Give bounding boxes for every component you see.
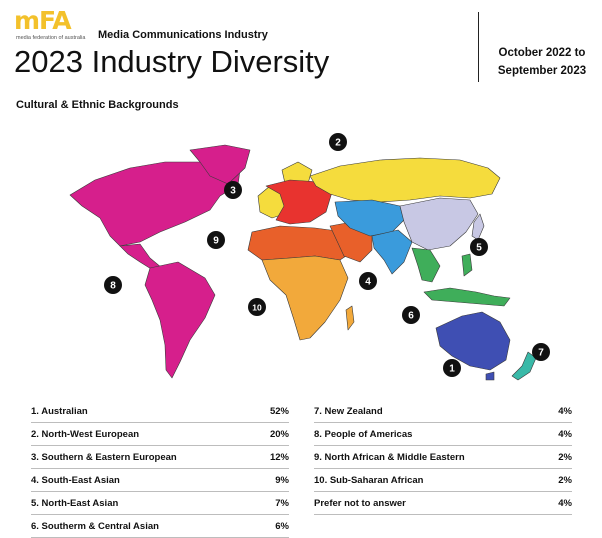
- row-value: 6%: [275, 520, 289, 532]
- region-southern-eastern-europe: [265, 179, 333, 225]
- map-marker-7: 7: [532, 343, 550, 361]
- marker-label: 5: [476, 243, 482, 254]
- logo-subtext: media federation of australia: [16, 35, 86, 41]
- legend-table-left: 1. Australian 52% 2. North-West European 20…: [31, 400, 289, 538]
- region-madagascar: [345, 305, 355, 331]
- row-value: 4%: [558, 405, 572, 417]
- map-markers: 1 2 3 4 5 6 7 8 9 10: [104, 133, 550, 377]
- region-greenland: [189, 144, 251, 185]
- row-label: 7. New Zealand: [314, 405, 383, 417]
- row-value: 2%: [558, 451, 572, 463]
- row-value: 7%: [275, 497, 289, 509]
- table-row: Prefer not to answer 4%: [314, 492, 572, 515]
- row-value: 12%: [269, 451, 289, 463]
- section-title: Cultural & Ethnic Backgrounds: [16, 99, 179, 111]
- row-label: 10. Sub-Saharan African: [314, 474, 424, 486]
- date-line-2: September 2023: [497, 65, 587, 77]
- mfa-logo: mFA media federation of australia: [14, 8, 94, 44]
- table-row: 9. North African & Middle Eastern 2%: [314, 446, 572, 469]
- page-title: 2023 Industry Diversity: [14, 44, 330, 79]
- row-label: 8. People of Americas: [314, 428, 413, 440]
- marker-circle: [104, 276, 122, 294]
- region-indonesia: [423, 287, 511, 307]
- date-range: October 2022 to September 2023: [486, 44, 598, 80]
- map-marker-9: 9: [207, 231, 225, 249]
- map-marker-4: 4: [359, 272, 377, 290]
- region-russia: [309, 157, 501, 203]
- region-new-zealand: [511, 351, 537, 381]
- region-japan: [471, 213, 485, 241]
- eyebrow-text: Media Communications Industry: [98, 29, 268, 41]
- marker-label: 1: [449, 364, 455, 375]
- marker-label: 3: [230, 186, 236, 197]
- table-row: 3. Southern & Eastern European 12%: [31, 446, 289, 469]
- row-label: 4. South-East Asian: [31, 474, 120, 486]
- table-row: 8. People of Americas 4%: [314, 423, 572, 446]
- marker-circle: [329, 133, 347, 151]
- marker-label: 4: [365, 277, 371, 288]
- marker-circle: [207, 231, 225, 249]
- marker-circle: [359, 272, 377, 290]
- row-value: 52%: [269, 405, 289, 417]
- marker-circle: [402, 306, 420, 324]
- marker-circle: [443, 359, 461, 377]
- map-marker-1: 1: [443, 359, 461, 377]
- map-marker-10: 10: [248, 298, 266, 316]
- date-line-1: October 2022 to: [498, 47, 586, 59]
- marker-circle: [224, 181, 242, 199]
- marker-label: 8: [110, 281, 116, 292]
- row-value: 4%: [558, 497, 572, 509]
- map-marker-3: 3: [224, 181, 242, 199]
- region-tasmania: [485, 371, 495, 381]
- region-australia: [435, 311, 511, 371]
- map-marker-6: 6: [402, 306, 420, 324]
- header-divider: [478, 12, 479, 82]
- region-north-east-asia: [399, 197, 479, 251]
- region-south-america: [144, 261, 216, 379]
- table-row: 6. Southerm & Central Asian 6%: [31, 515, 289, 538]
- row-value: 20%: [269, 428, 289, 440]
- region-south-east-asia: [411, 247, 441, 283]
- marker-label: 9: [213, 236, 219, 247]
- table-row: 7. New Zealand 4%: [314, 400, 572, 423]
- row-label: 9. North African & Middle Eastern: [314, 451, 465, 463]
- table-row: 2. North-West European 20%: [31, 423, 289, 446]
- table-row: 1. Australian 52%: [31, 400, 289, 423]
- row-label: 6. Southerm & Central Asian: [31, 520, 159, 532]
- row-value: 2%: [558, 474, 572, 486]
- table-row: 10. Sub-Saharan African 2%: [314, 469, 572, 492]
- region-americas: [69, 159, 241, 247]
- map-marker-8: 8: [104, 276, 122, 294]
- marker-circle: [248, 298, 266, 316]
- marker-label: 6: [408, 311, 414, 322]
- map-marker-2: 2: [329, 133, 347, 151]
- table-row: 4. South-East Asian 9%: [31, 469, 289, 492]
- marker-label: 2: [335, 138, 341, 149]
- row-label: Prefer not to answer: [314, 497, 406, 509]
- row-label: 3. Southern & Eastern European: [31, 451, 177, 463]
- row-label: 5. North-East Asian: [31, 497, 119, 509]
- region-philippines: [461, 253, 473, 277]
- row-value: 4%: [558, 428, 572, 440]
- row-value: 9%: [275, 474, 289, 486]
- marker-circle: [532, 343, 550, 361]
- marker-label: 7: [538, 348, 544, 359]
- row-label: 2. North-West European: [31, 428, 140, 440]
- world-map: 1 2 3 4 5 6 7 8 9 10: [69, 133, 550, 381]
- region-south-asia: [371, 229, 413, 275]
- legend-table-right: 7. New Zealand 4% 8. People of Americas 4% 9…: [314, 400, 572, 515]
- marker-circle: [470, 238, 488, 256]
- logo-wordmark: mFA: [14, 6, 72, 35]
- map-marker-5: 5: [470, 238, 488, 256]
- region-sub-saharan-africa: [261, 255, 349, 341]
- row-label: 1. Australian: [31, 405, 88, 417]
- marker-label: 10: [252, 303, 262, 313]
- table-row: 5. North-East Asian 7%: [31, 492, 289, 515]
